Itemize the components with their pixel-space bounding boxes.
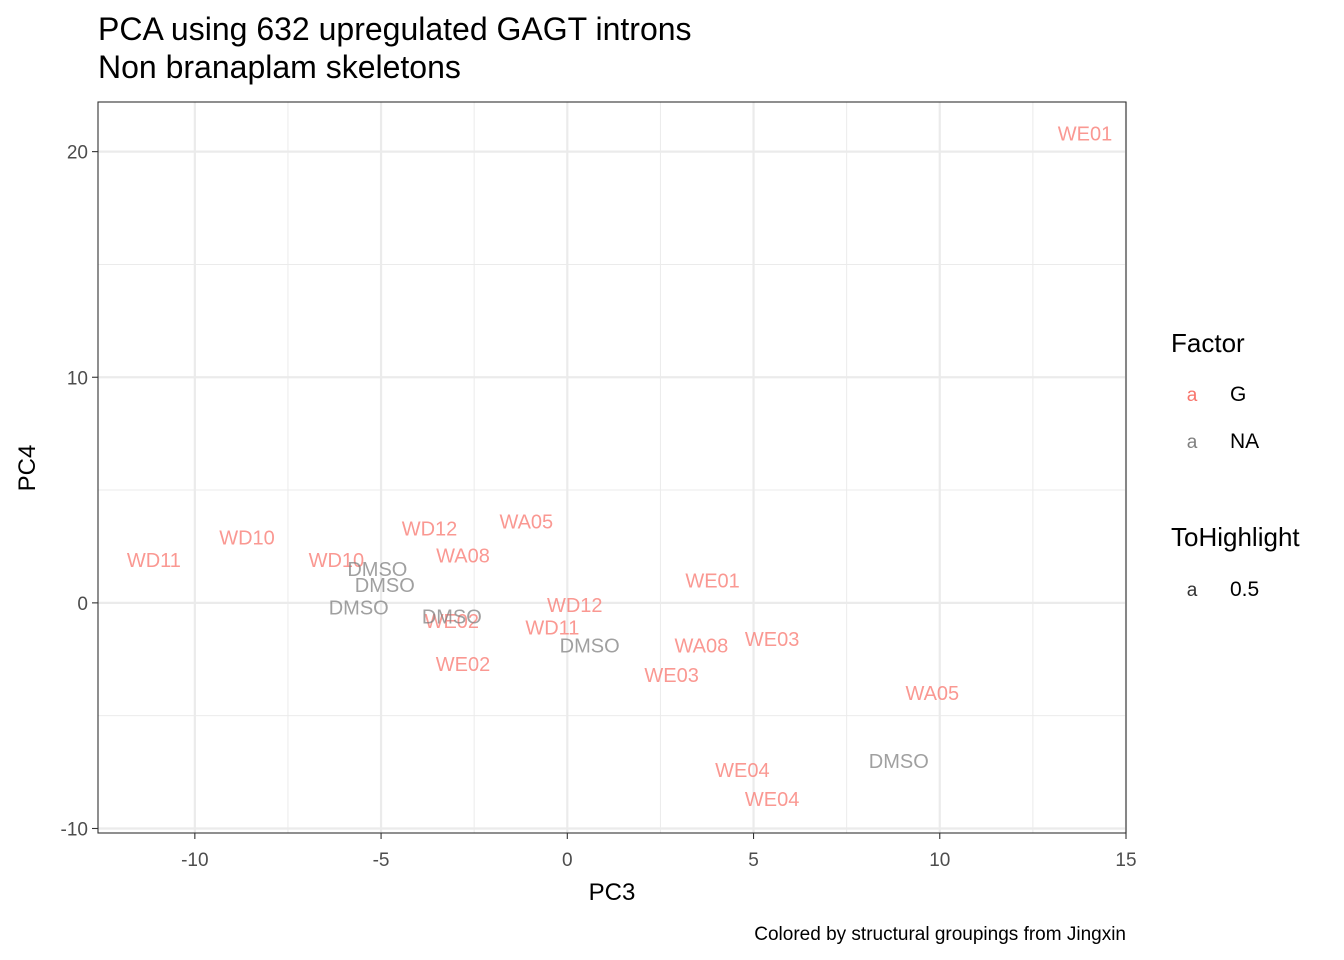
point-label-g-wd11: WD11 <box>127 550 181 572</box>
point-label-g-wd10: WD10 <box>309 550 365 572</box>
point-label-g-wa08: WA08 <box>436 545 490 567</box>
point-label-na-dmso: DMSO <box>422 606 482 628</box>
panel-border <box>97 101 1127 834</box>
y-tick-label: -10 <box>61 819 88 840</box>
legend: Factor a G a NA ToHighlight a 0.5 <box>1171 328 1300 601</box>
point-label-g-we01: WE01 <box>685 570 739 592</box>
x-axis-title: PC3 <box>589 879 636 906</box>
point-label-g-we03: WE03 <box>745 629 799 651</box>
x-tick-label: 0 <box>562 850 573 871</box>
legend-key-g: a <box>1187 385 1198 406</box>
chart-subtitle: Non branaplam skeletons <box>98 49 461 85</box>
point-label-na-dmso: DMSO <box>869 751 929 773</box>
y-tick-label: 10 <box>67 368 88 389</box>
point-label-g-wa05: WA05 <box>905 683 959 705</box>
minor-gridlines <box>98 102 1126 833</box>
point-label-na-dmso: DMSO <box>329 597 389 619</box>
x-tick-label: 10 <box>929 850 950 871</box>
point-label-g-wd11: WD11 <box>525 618 579 640</box>
point-label-g-wa05: WA05 <box>499 512 553 534</box>
point-label-g-wd10: WD10 <box>219 527 275 549</box>
panel-background <box>98 102 1126 833</box>
point-label-g-wa08: WA08 <box>675 636 729 658</box>
legend-title-tohighlight: ToHighlight <box>1171 522 1300 552</box>
point-label-g-we01: WE01 <box>1058 124 1112 146</box>
point-label-na-dmso: DMSO <box>355 575 415 597</box>
x-tick-label: -10 <box>181 850 208 871</box>
chart-title: PCA using 632 upregulated GAGT introns <box>98 11 692 47</box>
y-tick-label: 20 <box>67 143 88 164</box>
x-tick-label: 15 <box>1115 850 1136 871</box>
chart-caption: Colored by structural groupings from Jin… <box>754 924 1126 945</box>
point-label-g-we04: WE04 <box>745 789 799 811</box>
data-labels: WE01 WD11 WD10 WD10 WD12 WA05 WA08 WE01 WD12 WE02… <box>127 124 1112 812</box>
legend-title-factor: Factor <box>1171 328 1245 358</box>
y-tick-label: 0 <box>77 594 88 615</box>
point-label-g-we04: WE04 <box>715 760 769 782</box>
legend-label-highlight: 0.5 <box>1230 578 1259 601</box>
x-tick-label: 5 <box>748 850 759 871</box>
legend-label-na: NA <box>1230 430 1259 453</box>
legend-label-g: G <box>1230 383 1246 406</box>
point-label-g-we02: WE02 <box>425 611 479 633</box>
plot-panel: WE01 WD11 WD10 WD10 WD12 WA05 WA08 WE01 WD12 WE02… <box>97 101 1128 834</box>
legend-key-na: a <box>1187 432 1198 453</box>
point-label-g-wd12: WD12 <box>547 595 603 617</box>
y-axis: -10 0 10 20 <box>61 143 98 840</box>
x-tick-label: -5 <box>373 850 390 871</box>
legend-key-highlight: a <box>1187 580 1198 601</box>
point-label-g-wd12: WD12 <box>402 518 458 540</box>
point-label-g-we03: WE03 <box>644 665 698 687</box>
point-label-na-dmso: DMSO <box>347 559 407 581</box>
point-label-g-we02: WE02 <box>436 654 490 676</box>
y-axis-title: PC4 <box>14 445 41 492</box>
x-axis: -10 -5 0 5 10 15 <box>181 833 1137 871</box>
point-label-na-dmso: DMSO <box>560 636 620 658</box>
